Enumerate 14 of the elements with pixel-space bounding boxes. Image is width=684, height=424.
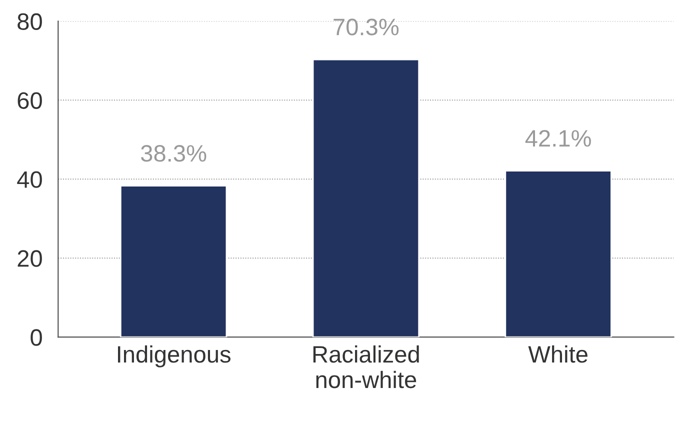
- data-label: 38.3%: [140, 145, 206, 162]
- y-tick-label: 40: [17, 171, 42, 188]
- bar: [504, 170, 612, 338]
- data-label: 42.1%: [525, 130, 591, 147]
- bar: [312, 58, 420, 338]
- y-tick-label: 20: [18, 250, 42, 267]
- x-tick-label: Racialized non-white: [313, 345, 419, 388]
- x-tick-label: Indigenous: [118, 345, 230, 368]
- y-tick-label: 0: [30, 329, 42, 346]
- y-tick-label: 80: [18, 13, 42, 30]
- y-tick-label: 60: [18, 92, 42, 109]
- x-tick-label: White: [528, 345, 588, 363]
- bar: [120, 185, 228, 338]
- data-label: 70.3%: [334, 18, 399, 36]
